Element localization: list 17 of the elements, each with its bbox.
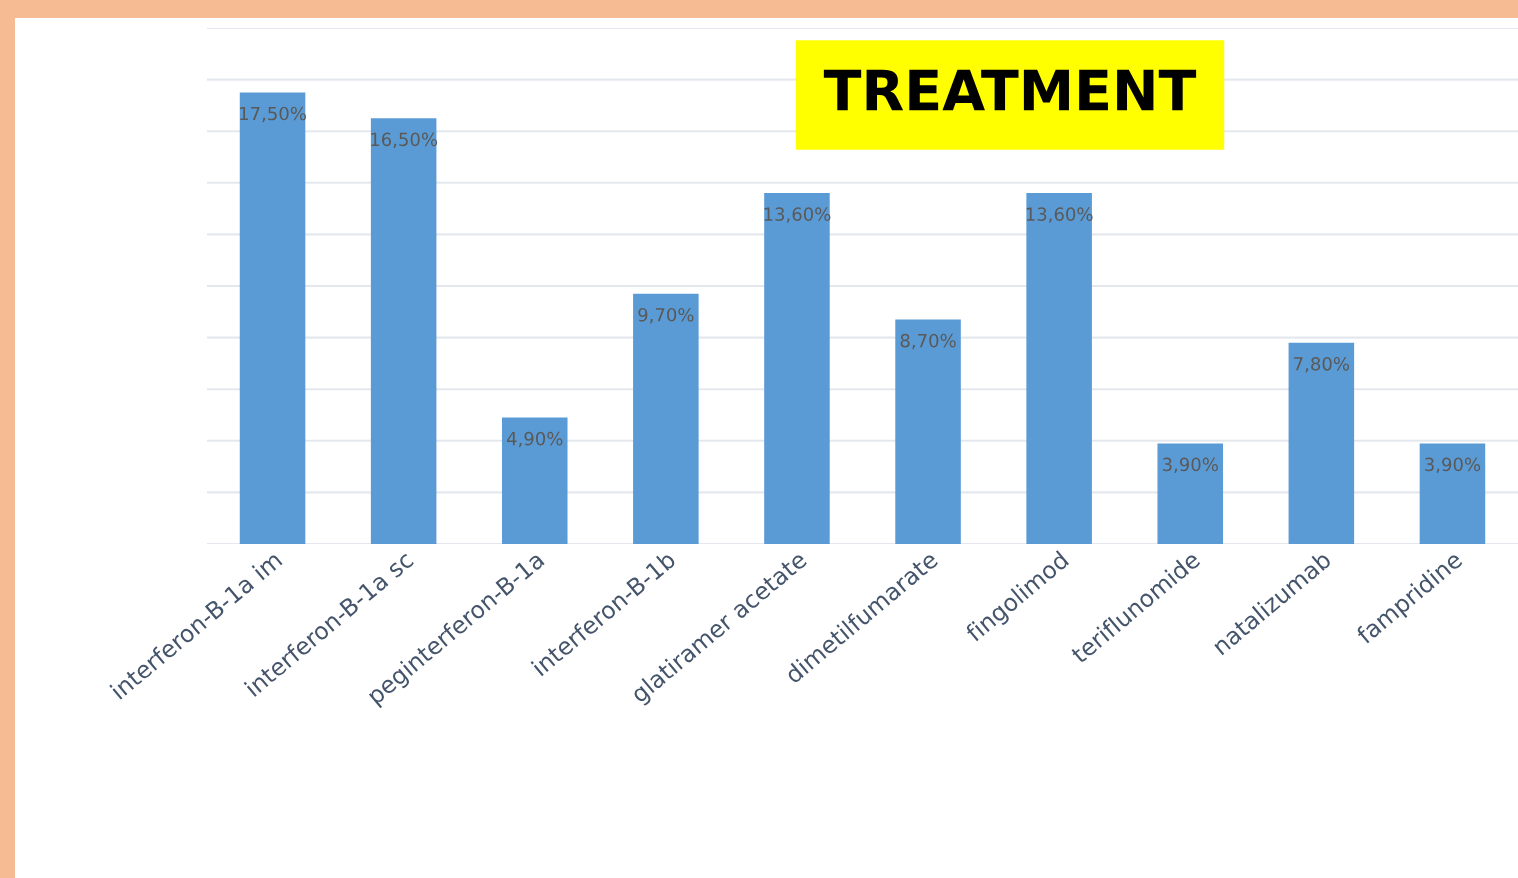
text: TREATMENT xyxy=(823,69,1197,111)
bar xyxy=(370,118,437,544)
data-label: 7,80% xyxy=(1294,356,1350,373)
bar xyxy=(501,417,568,544)
data-label: 3,90% xyxy=(1425,457,1481,474)
bar xyxy=(239,92,306,544)
data-label: 3,90% xyxy=(1162,457,1218,474)
bar xyxy=(1157,443,1224,544)
bar xyxy=(764,193,830,544)
data-label: 4,90% xyxy=(506,431,563,448)
bar xyxy=(895,319,961,544)
bar xyxy=(1026,193,1092,544)
data-label: 9,70% xyxy=(638,307,694,324)
bar xyxy=(1288,342,1355,544)
data-label: 8,70% xyxy=(900,333,956,350)
bar xyxy=(633,293,699,544)
bar xyxy=(1419,443,1486,544)
